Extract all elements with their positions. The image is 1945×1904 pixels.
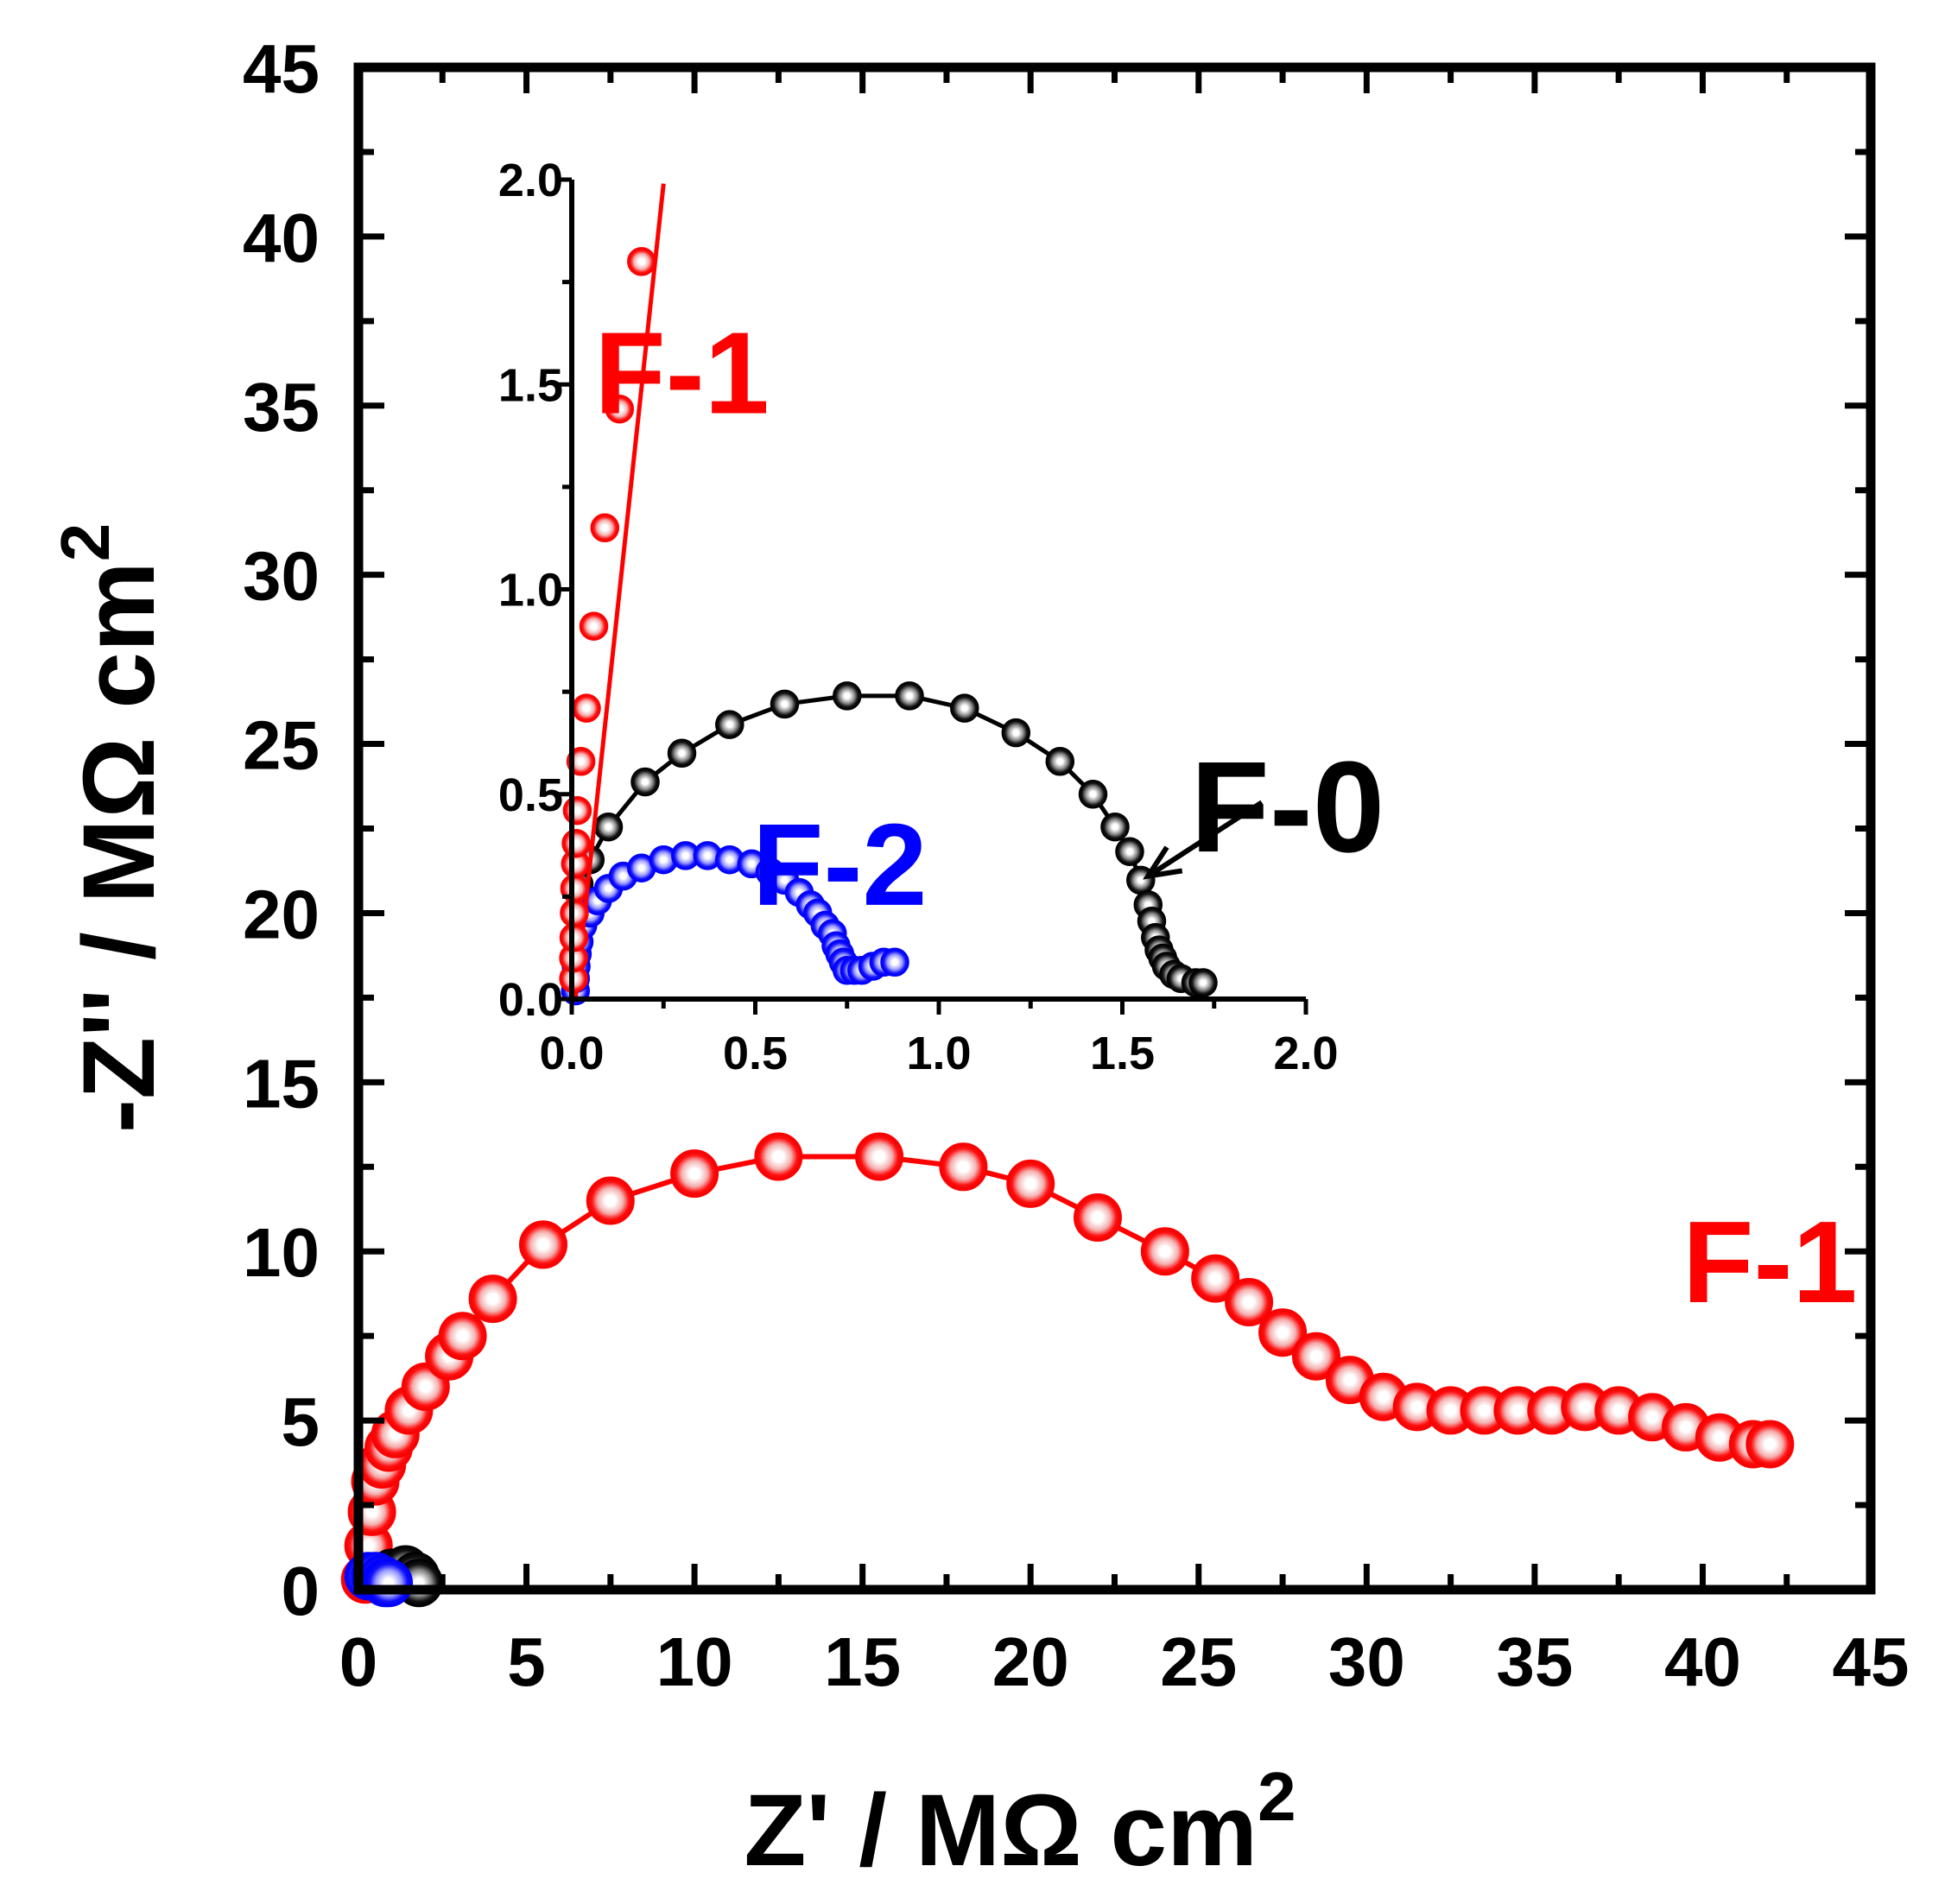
main-y-tick-label: 40 [243, 199, 320, 276]
inset-data-point [1115, 837, 1144, 866]
inset-data-point [1188, 968, 1218, 997]
main-x-tick-label: 10 [656, 1623, 733, 1700]
inset-data-point [590, 513, 620, 543]
inset-data-point [1100, 812, 1130, 842]
main-data-point [438, 1312, 487, 1361]
inset-data-point [833, 681, 862, 711]
inset-x-tick-label: 1.0 [906, 1028, 971, 1079]
f0-arrow-head [1143, 845, 1183, 880]
main-data-point [468, 1275, 517, 1324]
main-x-tick-label: 25 [1160, 1623, 1237, 1700]
inset-data-point [562, 795, 592, 825]
main-data-point [1745, 1420, 1795, 1469]
y-axis-title-sup: 2 [47, 523, 124, 562]
inset-data-point [605, 394, 635, 424]
main-series-label-f-1: F-1 [1682, 1197, 1858, 1327]
main-x-tick-label: 30 [1328, 1623, 1405, 1700]
inset-data-point [667, 738, 697, 769]
inset-series-f-0 [564, 681, 1218, 997]
main-data-point [670, 1149, 719, 1199]
inset-ticks [556, 177, 1308, 1015]
main-x-tick-label: 35 [1496, 1623, 1573, 1700]
main-x-tick-label: 5 [507, 1623, 546, 1700]
inset-data-point [593, 812, 624, 842]
inset-data-point [627, 247, 656, 276]
inset-data-point [880, 947, 909, 977]
inset-data-point [770, 689, 800, 719]
main-y-tick-label: 25 [243, 707, 320, 784]
main-data-point [1140, 1227, 1189, 1276]
inset-data-point [1078, 780, 1108, 809]
main-ticks [355, 64, 1874, 1593]
inset-data-point [1045, 747, 1075, 776]
main-data-point [364, 1559, 413, 1608]
inset-y-tick-labels: 0.0 0.5 1.0 1.5 2.0 [498, 155, 563, 1026]
inset-series-label-f-1: F-1 [594, 307, 770, 438]
main-y-tick-label: 35 [243, 369, 320, 446]
main-y-tick-label: 5 [282, 1383, 320, 1460]
inset-plot: 0.0 0.5 1.0 1.5 2.0 0.00.51.01.52.0 F-0F-2F-… [498, 155, 1384, 1079]
inset-x-tick-label: 1.5 [1090, 1028, 1155, 1079]
inset-x-tick-labels: 0.0 0.5 1.0 1.5 2.0 [539, 1028, 1338, 1079]
x-axis-title: Z' / MΩ cm2 [744, 1758, 1296, 1888]
inset-data-point [561, 828, 591, 858]
main-y-tick-label: 0 [282, 1553, 320, 1629]
main-fit-line [362, 1154, 1771, 1580]
main-x-tick-label: 0 [339, 1623, 378, 1700]
main-y-tick-label: 30 [243, 538, 320, 615]
x-axis-title-sup: 2 [1258, 1758, 1296, 1835]
inset-y-tick-label: 1.5 [498, 359, 563, 411]
y-axis-title-text: -Z'' / MΩ cm [62, 561, 176, 1133]
main-data-point [754, 1132, 803, 1181]
main-x-tick-label: 45 [1833, 1623, 1910, 1700]
main-data-point [1191, 1254, 1240, 1303]
inset-y-tick-label: 2.0 [498, 155, 563, 206]
main-x-tick-label: 20 [992, 1623, 1069, 1700]
main-data-point [1225, 1278, 1274, 1326]
inset-data-point [630, 767, 660, 797]
main-x-tick-labels: 0 5 10 15 20 25 30 35 40 45 [339, 1623, 1910, 1700]
main-y-tick-label: 15 [243, 1045, 320, 1122]
inset-x-tick-label: 0.0 [539, 1028, 604, 1079]
inset-data-point [895, 681, 924, 711]
inset-y-tick-label: 0.0 [498, 974, 563, 1026]
inset-data-point [572, 693, 601, 723]
main-data-layer [340, 1132, 1795, 1608]
inset-series-label-f-0: F-0 [1190, 734, 1384, 879]
main-data-point [1074, 1193, 1122, 1242]
inset-fit-line [573, 183, 666, 1000]
main-y-tick-label: 10 [243, 1214, 320, 1291]
main-data-point [519, 1220, 567, 1269]
main-data-point [1006, 1159, 1055, 1208]
inset-x-tick-label: 2.0 [1273, 1028, 1338, 1079]
inset-data-point [579, 611, 609, 641]
main-y-tick-labels: 0 5 10 15 20 25 30 35 40 45 [243, 30, 320, 1629]
main-series-labels: F-1 [1682, 1197, 1858, 1327]
main-x-tick-label: 40 [1664, 1623, 1741, 1700]
main-data-point [1258, 1308, 1308, 1357]
inset-y-tick-label: 0.5 [498, 769, 563, 821]
main-data-point [855, 1132, 904, 1181]
main-plot: F-1 0 5 10 15 20 25 30 35 40 45 0 5 10 15 20 25 30 35 40 4… [243, 30, 1909, 1700]
main-data-point [586, 1176, 635, 1225]
inset-y-tick-label: 1.0 [498, 565, 563, 617]
x-axis-title-text: Z' / MΩ cm [744, 1774, 1258, 1888]
inset-data-point [950, 693, 979, 723]
main-y-tick-label: 20 [243, 876, 320, 952]
main-series-f-1 [340, 1132, 1795, 1604]
y-axis-title: -Z'' / MΩ cm2 [47, 523, 176, 1134]
f0-arrow-shaft [1146, 800, 1264, 879]
main-x-tick-label: 15 [824, 1623, 901, 1700]
inset-series-label-f-2: F-2 [752, 800, 928, 930]
main-data-point [1292, 1332, 1340, 1381]
inset-x-tick-label: 0.5 [723, 1028, 788, 1079]
inset-data-point [715, 710, 744, 739]
inset-data-point [1001, 718, 1031, 748]
main-data-point [939, 1142, 988, 1192]
main-y-tick-label: 45 [243, 30, 320, 107]
inset-series-labels: F-0 F-2 F-1 [594, 307, 1384, 929]
